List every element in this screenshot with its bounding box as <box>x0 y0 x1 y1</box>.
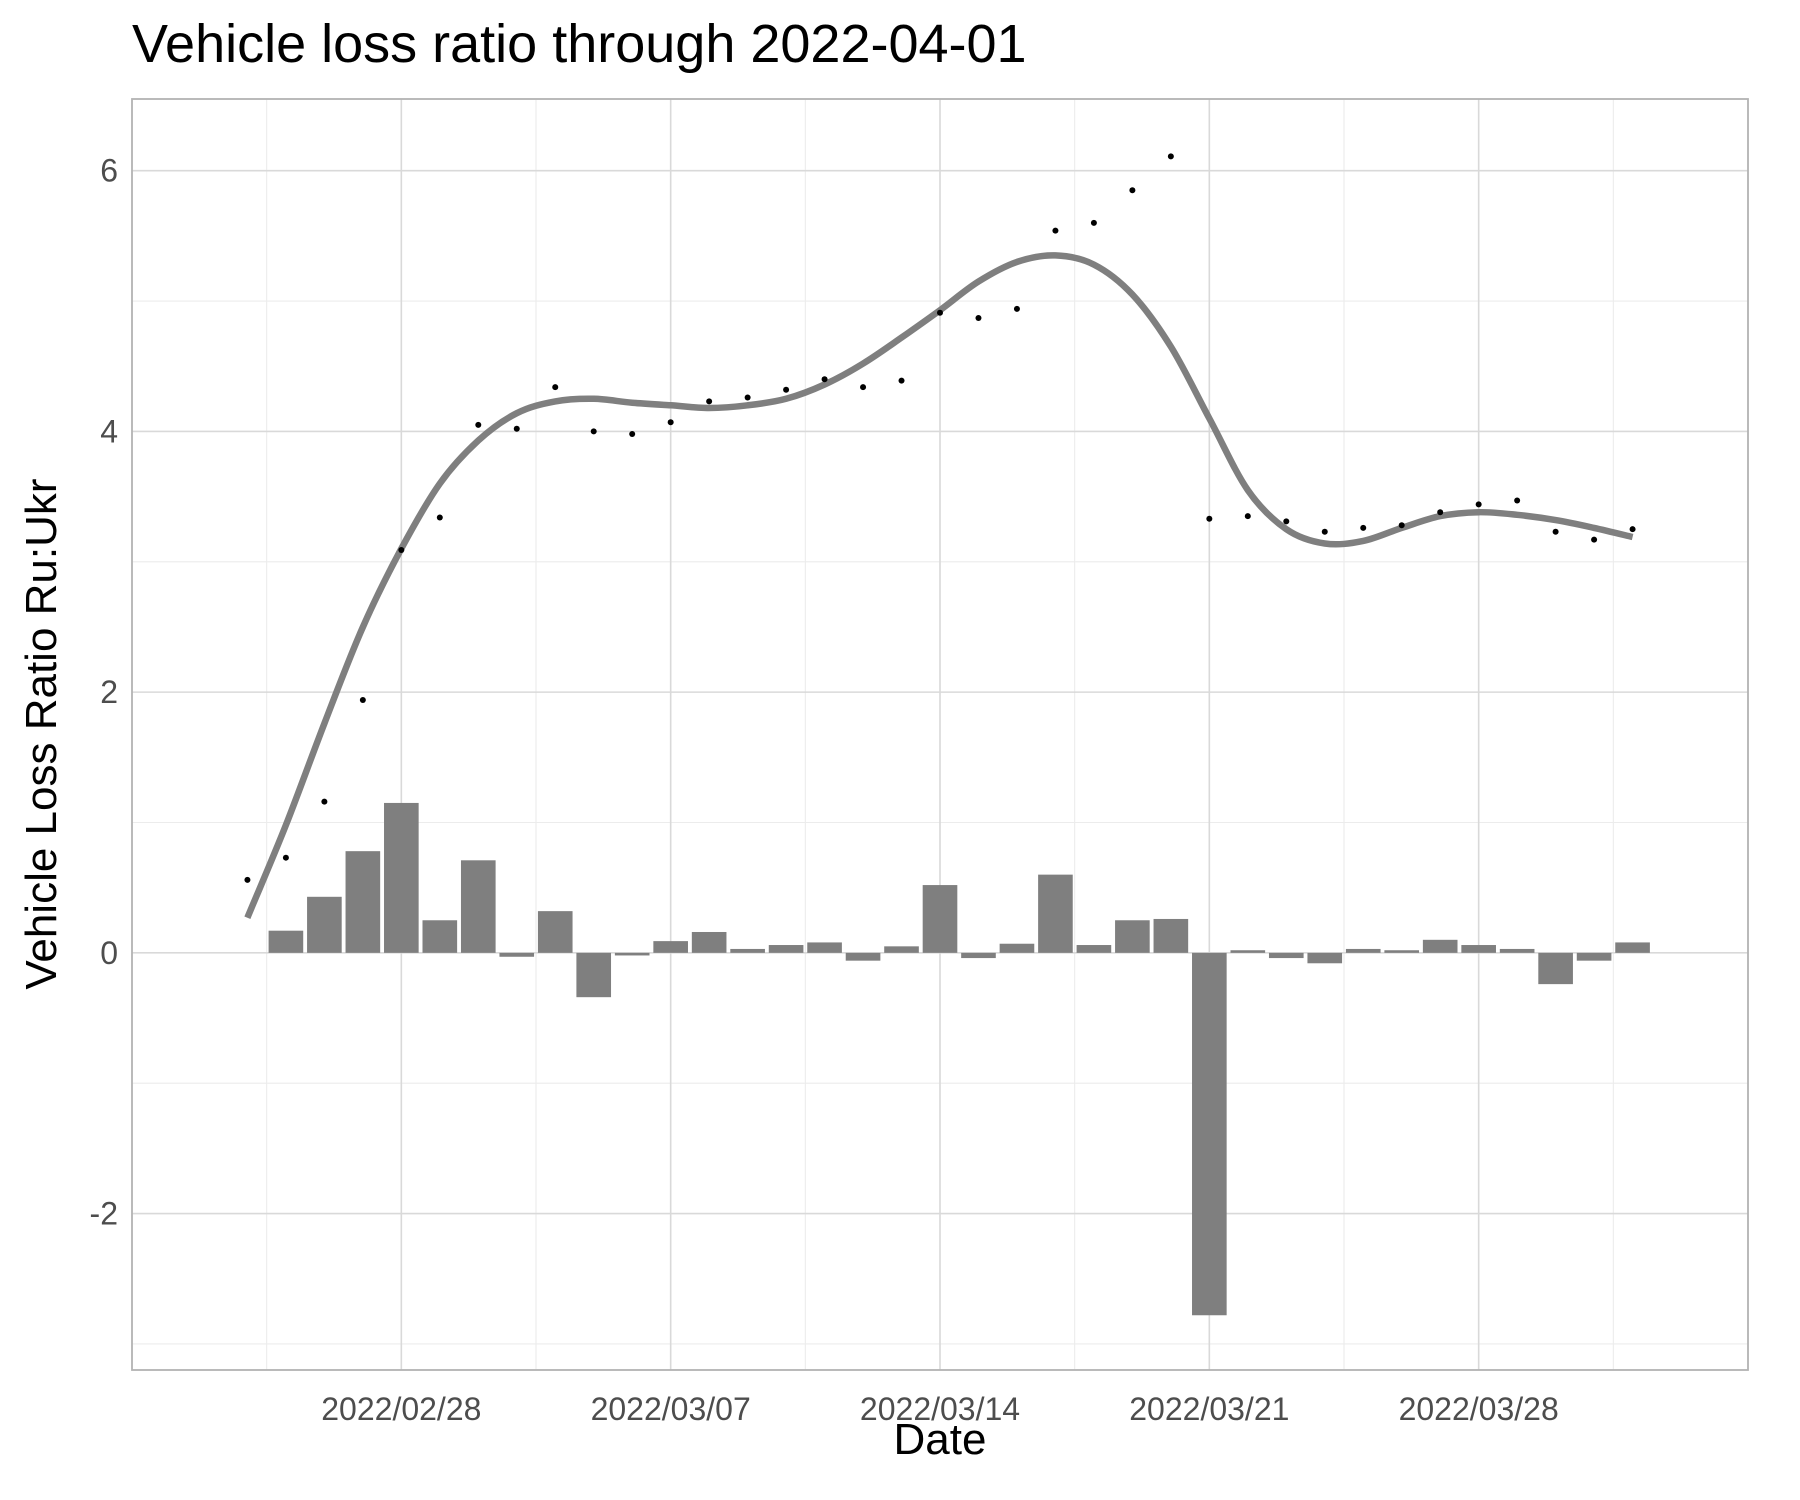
data-point <box>1629 526 1636 533</box>
bar <box>653 941 688 953</box>
y-tick-label: 4 <box>100 413 118 449</box>
x-tick-label: 2022/03/14 <box>860 1391 1020 1427</box>
data-point <box>1475 501 1482 508</box>
bar <box>1422 939 1458 953</box>
bar <box>1499 948 1535 953</box>
data-point <box>475 421 482 428</box>
bar-series <box>268 802 1650 1316</box>
bar <box>961 952 996 959</box>
bar <box>537 911 573 953</box>
data-point <box>1398 522 1405 529</box>
bar <box>268 930 304 953</box>
bar <box>1230 950 1266 953</box>
data-point <box>1013 305 1020 312</box>
y-tick-label: 6 <box>100 153 118 189</box>
bar <box>730 948 765 953</box>
x-tick-labels: 2022/02/28 2022/03/07 2022/03/14 2022/03/21… <box>321 1391 1558 1427</box>
data-point <box>1206 515 1213 522</box>
y-tick-label: -2 <box>90 1196 118 1232</box>
data-point <box>706 398 713 405</box>
data-point <box>1283 518 1290 525</box>
smooth-line <box>244 252 1634 919</box>
data-point <box>629 431 636 438</box>
chart-title: Vehicle loss ratio through 2022-04-01 <box>132 14 1027 74</box>
bar <box>845 952 881 961</box>
x-tick-label: 2022/02/28 <box>321 1391 481 1427</box>
data-point <box>1437 509 1444 516</box>
data-point <box>860 384 867 391</box>
bar <box>768 945 804 953</box>
data-point <box>1360 524 1367 531</box>
bar <box>576 952 612 998</box>
x-tick-label: 2022/03/21 <box>1129 1391 1289 1427</box>
data-point <box>552 384 559 391</box>
point-series <box>244 153 1636 883</box>
data-point <box>1514 497 1521 504</box>
bar <box>1538 952 1573 985</box>
bar <box>345 851 381 953</box>
data-point <box>667 419 674 426</box>
data-point <box>821 376 828 383</box>
data-point <box>783 386 790 393</box>
data-point <box>244 876 251 883</box>
data-point <box>1591 536 1598 543</box>
smooth-series <box>244 252 1634 919</box>
data-point <box>1244 513 1251 520</box>
x-tick-label: 2022/03/28 <box>1399 1391 1559 1427</box>
bar <box>1461 945 1496 953</box>
data-point <box>1167 153 1174 160</box>
bar <box>1307 952 1343 964</box>
bar <box>807 942 842 953</box>
bar <box>922 885 958 953</box>
bar <box>460 860 496 953</box>
y-tick-labels: -2 0 2 4 6 <box>90 153 118 1232</box>
data-point <box>1090 219 1097 226</box>
y-tick-label: 2 <box>100 674 118 710</box>
x-tick-label: 2022/03/07 <box>591 1391 751 1427</box>
data-point <box>513 425 520 432</box>
data-point <box>590 428 597 435</box>
data-point <box>1052 227 1059 234</box>
bar <box>499 952 535 957</box>
bar <box>384 802 419 953</box>
data-point <box>1552 528 1559 535</box>
bar <box>1345 948 1381 953</box>
panel-border <box>131 98 1749 1371</box>
data-point <box>321 798 328 805</box>
bar <box>422 920 458 953</box>
y-axis-title: Vehicle Loss Ratio Ru:Ukr <box>17 478 66 989</box>
data-point <box>975 315 982 322</box>
bar <box>1038 874 1073 953</box>
data-point <box>398 547 405 554</box>
data-point <box>436 514 443 521</box>
bar <box>614 952 650 956</box>
data-point <box>282 854 289 861</box>
bar <box>1076 945 1112 953</box>
bar <box>884 946 919 953</box>
bar <box>691 931 727 953</box>
bar <box>1615 942 1650 953</box>
data-point <box>898 377 905 384</box>
bar <box>999 943 1035 953</box>
data-point <box>1129 187 1136 194</box>
bar <box>1192 952 1227 1316</box>
x-axis-title: Date <box>894 1415 987 1464</box>
bar <box>307 896 342 953</box>
data-point <box>937 309 943 316</box>
bar <box>1115 920 1150 953</box>
bar <box>1153 918 1189 953</box>
bar <box>1576 952 1612 961</box>
y-tick-label: 0 <box>100 935 118 971</box>
data-point <box>744 394 751 401</box>
bar <box>1268 952 1304 959</box>
bar <box>1384 950 1420 953</box>
data-point <box>1321 528 1328 535</box>
data-point <box>359 696 366 703</box>
